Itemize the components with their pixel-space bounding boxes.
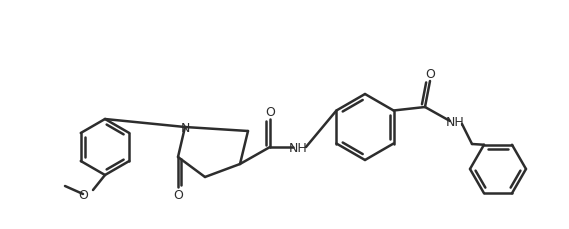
Text: NH: NH xyxy=(446,115,464,128)
Text: O: O xyxy=(265,105,275,118)
Text: O: O xyxy=(425,67,435,80)
Text: O: O xyxy=(173,189,183,202)
Text: O: O xyxy=(78,189,88,202)
Text: N: N xyxy=(180,121,189,134)
Text: NH: NH xyxy=(288,141,307,154)
